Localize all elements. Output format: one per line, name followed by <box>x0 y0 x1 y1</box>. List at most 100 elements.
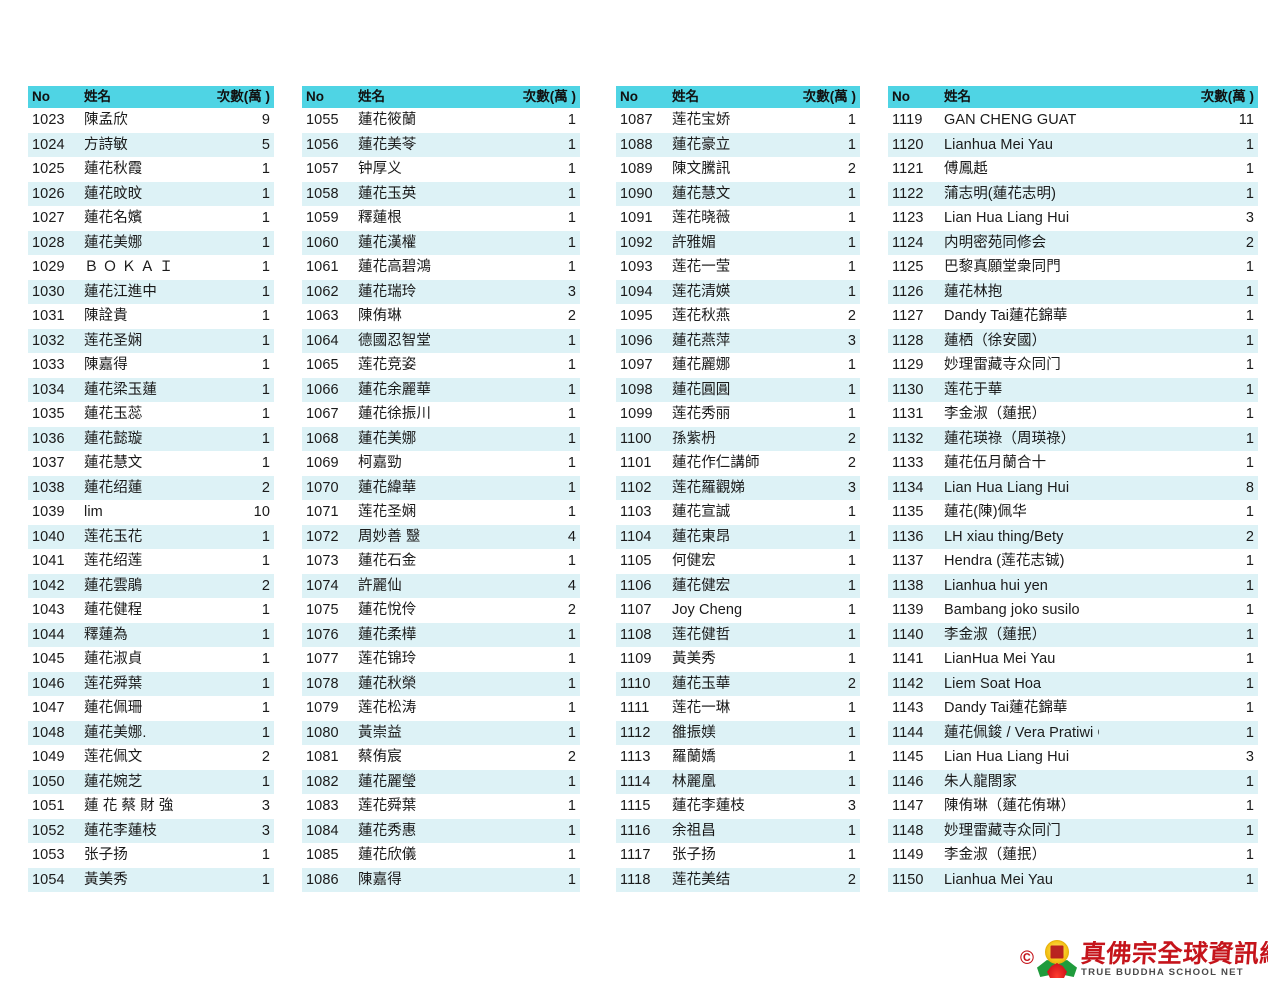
table-row: 1037 蓮花慧文 1 <box>28 451 274 476</box>
cell-no: 1046 <box>28 671 80 696</box>
table-row: 1079 莲花松涛 1 <box>302 696 580 721</box>
table-row: 1102 莲花羅觀娣 3 <box>616 475 860 500</box>
cell-no: 1039 <box>28 500 80 525</box>
cell-name: 周妙善 毉 <box>354 524 467 549</box>
cell-name: 蓮花美苓 <box>354 132 467 157</box>
cell-no: 1128 <box>888 328 940 353</box>
cell-no: 1099 <box>616 402 668 427</box>
cell-no: 1024 <box>28 132 80 157</box>
table-row: 1147 陳侑琳（蓮花侑琳） 1 <box>888 794 1258 819</box>
cell-name: 釋蓮為 <box>80 622 177 647</box>
cell-count: 1 <box>1099 818 1258 843</box>
table-row: 1130 莲花于華 1 <box>888 377 1258 402</box>
table-row: 1119 GAN CHENG GUAT 11 <box>888 108 1258 133</box>
cell-no: 1121 <box>888 157 940 182</box>
cell-no: 1064 <box>302 328 354 353</box>
cell-no: 1069 <box>302 451 354 476</box>
cell-name: 許雅媚 <box>668 230 764 255</box>
cell-no: 1060 <box>302 230 354 255</box>
cell-count: 3 <box>764 328 860 353</box>
cell-no: 1040 <box>28 524 80 549</box>
cell-count: 3 <box>1099 206 1258 231</box>
cell-name: 蓮花秋霞 <box>80 157 177 182</box>
cell-name: 蓮花伍月蘭合十 <box>940 451 1099 476</box>
cell-no: 1031 <box>28 304 80 329</box>
cell-name: Ｂ Ｏ Ｋ Ａ Ｉ <box>80 255 177 280</box>
cell-count: 1 <box>467 353 580 378</box>
cell-count: 2 <box>764 426 860 451</box>
cell-count: 1 <box>467 206 580 231</box>
table-row: 1093 莲花一莹 1 <box>616 255 860 280</box>
cell-count: 1 <box>467 843 580 868</box>
cell-no: 1111 <box>616 696 668 721</box>
table-row: 1081 蔡侑宸 2 <box>302 745 580 770</box>
table-row: 1100 孫紫枬 2 <box>616 426 860 451</box>
cell-count: 2 <box>1099 524 1258 549</box>
table-row: 1043 蓮花健程 1 <box>28 598 274 623</box>
cell-no: 1122 <box>888 181 940 206</box>
column-header-count: 次數(萬 ) <box>764 86 860 108</box>
cell-no: 1131 <box>888 402 940 427</box>
cell-name: 余祖昌 <box>668 818 764 843</box>
column-header-name: 姓名 <box>354 86 467 108</box>
cell-no: 1070 <box>302 475 354 500</box>
cell-count: 1 <box>764 818 860 843</box>
cell-name: 蓮花健宏 <box>668 573 764 598</box>
table-header-row: No 姓名 次數(萬 ) <box>302 86 580 108</box>
cell-no: 1113 <box>616 745 668 770</box>
cell-count: 1 <box>764 843 860 868</box>
cell-no: 1080 <box>302 720 354 745</box>
table-row: 1101 蓮花作仁講師 2 <box>616 451 860 476</box>
cell-name: Hendra (莲花志铖) <box>940 549 1099 574</box>
cell-name: 莲花玉花 <box>80 524 177 549</box>
cell-name: 蓮花名嬪 <box>80 206 177 231</box>
cell-count: 1 <box>467 549 580 574</box>
cell-count: 1 <box>467 157 580 182</box>
cell-count: 1 <box>764 206 860 231</box>
cell-count: 3 <box>177 818 274 843</box>
cell-count: 1 <box>764 230 860 255</box>
cell-name: 蓮花豪立 <box>668 132 764 157</box>
cell-name: 莲花羅觀娣 <box>668 475 764 500</box>
cell-no: 1123 <box>888 206 940 231</box>
cell-name: LH xiau thing/Bety <box>940 524 1099 549</box>
name-list-table: No 姓名 次數(萬 ) 1087 莲花宝娇 1 1088 蓮花豪立 1 1089 陳文騰訊 2 109… <box>616 86 860 892</box>
table-row: 1134 Lian Hua Liang Hui 8 <box>888 475 1258 500</box>
cell-count: 1 <box>764 769 860 794</box>
cell-count: 1 <box>1099 132 1258 157</box>
cell-name: Joy Cheng <box>668 598 764 623</box>
cell-name: 朱人龍閤家 <box>940 769 1099 794</box>
cell-no: 1082 <box>302 769 354 794</box>
table-row: 1056 蓮花美苓 1 <box>302 132 580 157</box>
cell-name: 钟厚义 <box>354 157 467 182</box>
cell-count: 1 <box>467 451 580 476</box>
cell-name: 李金淑（蓮抿） <box>940 843 1099 868</box>
cell-no: 1105 <box>616 549 668 574</box>
cell-no: 1068 <box>302 426 354 451</box>
table-row: 1041 莲花绍莲 1 <box>28 549 274 574</box>
cell-name: Lianhua Mei Yau <box>940 132 1099 157</box>
cell-no: 1051 <box>28 794 80 819</box>
cell-no: 1037 <box>28 451 80 476</box>
cell-count: 1 <box>177 696 274 721</box>
cell-name: 莲花舜葉 <box>80 671 177 696</box>
cell-name: 方詩敏 <box>80 132 177 157</box>
table-row: 1131 李金淑（蓮抿） 1 <box>888 402 1258 427</box>
table-row: 1132 蓮花瑛祿（周瑛祿） 1 <box>888 426 1258 451</box>
cell-no: 1071 <box>302 500 354 525</box>
cell-no: 1083 <box>302 794 354 819</box>
table-row: 1141 LianHua Mei Yau 1 <box>888 647 1258 672</box>
table-row: 1092 許雅媚 1 <box>616 230 860 255</box>
cell-no: 1110 <box>616 671 668 696</box>
cell-name: 莲花秋燕 <box>668 304 764 329</box>
cell-count: 1 <box>467 230 580 255</box>
cell-count: 1 <box>1099 794 1258 819</box>
cell-no: 1033 <box>28 353 80 378</box>
cell-count: 3 <box>764 794 860 819</box>
table-row: 1096 蓮花燕萍 3 <box>616 328 860 353</box>
cell-count: 1 <box>764 402 860 427</box>
column-header-no: No <box>28 86 80 108</box>
logo-wordmark: 真佛宗全球資訊網 TRUE BUDDHA SCHOOL NET <box>1081 941 1268 978</box>
